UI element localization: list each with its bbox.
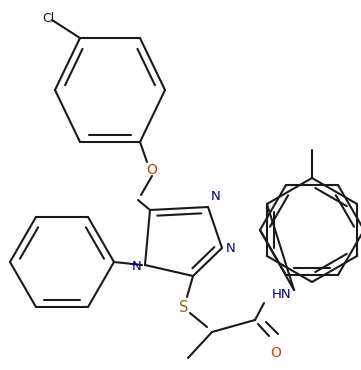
Text: S: S: [179, 299, 189, 314]
Text: N: N: [132, 260, 142, 273]
Text: HN: HN: [272, 289, 292, 302]
Text: O: O: [270, 346, 282, 360]
Text: Cl: Cl: [42, 12, 54, 25]
Text: O: O: [147, 163, 157, 177]
Text: N: N: [211, 190, 221, 203]
Text: N: N: [226, 242, 236, 255]
